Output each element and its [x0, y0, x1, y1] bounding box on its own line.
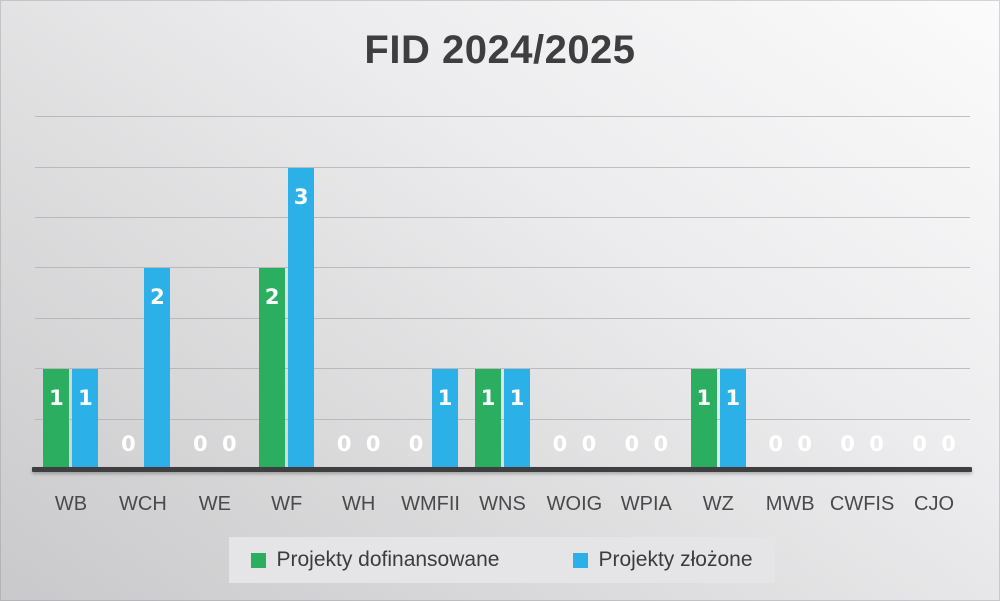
x-axis-label-wmfii: WMFII: [401, 493, 460, 515]
x-axis-label-wch: WCH: [119, 493, 167, 515]
legend: Projekty dofinansowane Projekty złożone: [229, 537, 775, 583]
legend-label: Projekty dofinansowane: [276, 548, 500, 571]
value-label-wch-s1: 2: [150, 285, 165, 310]
value-label-we-s0: 0: [192, 432, 208, 456]
x-axis-label-mwb: MWB: [765, 493, 815, 515]
value-label-wmfii-s0: 0: [408, 432, 424, 456]
bar-wns-s0: [475, 369, 501, 470]
legend-swatch-blue: [573, 552, 589, 568]
value-label-cwfis-s0: 0: [840, 432, 855, 456]
value-label-wns-s1: 1: [509, 386, 525, 411]
gridline: [35, 166, 970, 168]
bar-wf-s0: [259, 268, 286, 470]
value-label-wpia-s0: 0: [624, 432, 640, 456]
bar-wb-s1: [72, 369, 99, 470]
x-axis-label-wns: WNS: [479, 493, 526, 515]
legend-item-dofinansowane: Projekty dofinansowane: [251, 548, 499, 572]
bar-wb-s0: [43, 369, 70, 470]
bar-wmfii-s1: [432, 369, 459, 470]
x-axis-label-woig: WOIG: [546, 493, 603, 515]
value-label-mwb-s1: 0: [797, 432, 812, 456]
value-label-we-s1: 0: [221, 432, 237, 456]
bar-wns-s1: [504, 369, 530, 470]
value-label-cjo-s1: 0: [941, 432, 956, 456]
bar-wz-s1: [719, 369, 746, 470]
value-label-wf-s0: 2: [264, 285, 280, 310]
x-axis-label-wb: WB: [54, 493, 88, 515]
legend-label: Projekty złożone: [598, 548, 753, 571]
value-label-wb-s1: 1: [78, 386, 93, 411]
x-axis-line: [32, 467, 972, 472]
x-axis-label-wz: WZ: [702, 493, 734, 515]
value-label-wpia-s1: 0: [653, 432, 669, 456]
legend-swatch-green: [251, 552, 267, 568]
x-axis-label-wf: WF: [271, 493, 303, 515]
bar-wf-s1: [288, 167, 315, 470]
legend-item-zlozone: Projekty złożone: [573, 548, 753, 572]
value-label-wh-s0: 0: [336, 432, 352, 456]
value-label-woig-s1: 0: [581, 432, 597, 456]
x-axis-label-cwfis: CWFIS: [829, 493, 895, 515]
gridline: [35, 317, 970, 319]
chart-title: FID 2024/2025: [364, 28, 636, 72]
value-label-wh-s1: 0: [365, 432, 381, 456]
gridline: [35, 368, 970, 370]
gridline: [35, 267, 970, 269]
value-label-wz-s1: 1: [725, 386, 741, 411]
x-axis-label-cjo: CJO: [914, 493, 955, 515]
bar-wz-s0: [690, 369, 717, 470]
value-label-cwfis-s1: 0: [869, 432, 884, 456]
value-label-wns-s0: 1: [480, 386, 496, 411]
x-axis-label-we: WE: [198, 493, 231, 515]
gridline: [35, 116, 970, 118]
x-axis-label-wpia: WPIA: [620, 493, 672, 515]
gridline: [35, 418, 970, 420]
value-label-wch-s0: 0: [121, 432, 136, 456]
value-label-wmfii-s1: 1: [437, 386, 453, 411]
value-label-wb-s0: 1: [49, 386, 64, 411]
bar-wch-s1: [144, 268, 171, 470]
value-label-cjo-s0: 0: [912, 432, 927, 456]
gridline: [35, 217, 970, 218]
value-label-mwb-s0: 0: [768, 432, 783, 456]
value-label-woig-s0: 0: [552, 432, 568, 456]
value-label-wf-s1: 3: [293, 184, 309, 209]
value-label-wz-s0: 1: [696, 386, 712, 411]
x-axis-label-wh: WH: [341, 493, 376, 515]
